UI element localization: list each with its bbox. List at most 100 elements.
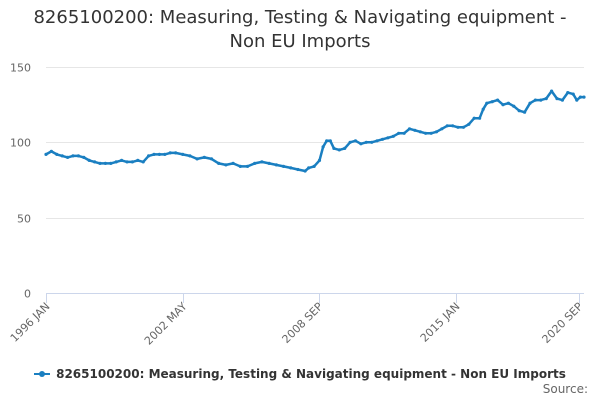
y-tick-label: 150 [10, 62, 31, 75]
data-point [386, 136, 390, 140]
data-point [418, 130, 422, 134]
data-point [125, 160, 129, 164]
data-point [281, 164, 286, 168]
data-point [209, 157, 214, 161]
data-point [343, 146, 347, 150]
data-point [312, 164, 316, 168]
y-tick-label: 50 [17, 213, 31, 226]
data-point [397, 131, 401, 135]
data-point [337, 148, 341, 152]
x-axis-labels: 1996 JAN 2002 MAY 2008 SEP 2015 JAN 2020 SEP [8, 300, 586, 348]
data-point [501, 103, 505, 107]
data-point [478, 116, 482, 120]
y-tick-label: 0 [24, 288, 31, 301]
data-point [307, 166, 311, 170]
data-point [231, 161, 235, 165]
data-point [481, 107, 485, 111]
data-point [348, 140, 352, 144]
data-point [181, 152, 185, 156]
data-point [496, 98, 500, 102]
series-line [44, 89, 586, 173]
data-point [317, 158, 322, 162]
data-point [407, 127, 412, 131]
chart-title-line-1: 8265100200: Measuring, Testing & Navigat… [33, 7, 567, 28]
data-point [168, 151, 172, 155]
data-point [413, 128, 417, 132]
data-point [163, 152, 167, 156]
data-point [533, 98, 538, 102]
data-point [188, 154, 192, 158]
data-point [506, 101, 510, 105]
data-point [539, 98, 543, 102]
data-point [157, 152, 161, 156]
data-point [582, 95, 586, 99]
y-tick-label: 100 [10, 137, 31, 150]
data-point [424, 131, 428, 135]
data-point [332, 146, 336, 150]
data-point [391, 134, 395, 138]
data-point [152, 152, 156, 156]
data-point [55, 152, 59, 156]
gridlines [46, 67, 584, 219]
x-tick-label: 1996 JAN [8, 300, 53, 345]
y-axis-labels: 0 50 100 150 [10, 62, 31, 301]
data-point [93, 160, 97, 164]
data-point [523, 110, 527, 114]
data-point [82, 155, 86, 159]
data-point [434, 130, 439, 134]
x-tick-label: 2015 JAN [418, 300, 463, 345]
data-point [147, 154, 151, 158]
data-point [87, 158, 91, 162]
data-point [296, 167, 300, 172]
data-point [238, 164, 242, 168]
data-point [202, 155, 206, 159]
data-point [224, 163, 228, 167]
legend-dot [39, 371, 46, 377]
source-label: Source: [542, 382, 588, 396]
data-point [44, 152, 48, 156]
data-point [289, 166, 293, 170]
data-point [130, 160, 134, 164]
data-point [274, 163, 278, 167]
chart-title-line-2: Non EU Imports [229, 31, 371, 52]
data-point [528, 101, 532, 105]
data-point [445, 124, 449, 128]
data-point [49, 149, 54, 153]
data-point [98, 161, 102, 165]
data-point [456, 125, 460, 129]
data-point [328, 139, 332, 143]
data-point [402, 131, 406, 135]
data-point [260, 160, 264, 164]
data-point [472, 116, 476, 120]
data-point [76, 154, 80, 158]
data-point [429, 131, 433, 135]
data-point [512, 104, 516, 108]
legend-line-marker-icon [34, 369, 51, 379]
data-point [141, 160, 145, 164]
data-point [566, 91, 570, 95]
data-point [195, 157, 199, 161]
chart-title: 8265100200: Measuring, Testing & Navigat… [0, 6, 600, 54]
data-point [555, 97, 559, 101]
data-point [60, 154, 64, 158]
data-point [321, 145, 325, 149]
data-point [325, 139, 329, 143]
data-point [103, 161, 107, 165]
data-point [490, 100, 494, 104]
data-point [467, 122, 471, 126]
data-point [461, 125, 465, 129]
x-tick-label: 2008 SEP [280, 300, 326, 346]
data-point [136, 158, 140, 162]
data-point [575, 98, 579, 102]
data-point [359, 142, 363, 146]
data-point [66, 155, 70, 159]
data-point [114, 160, 118, 164]
legend-item-label: 8265100200: Measuring, Testing & Navigat… [56, 367, 566, 381]
legend[interactable]: 8265100200: Measuring, Testing & Navigat… [0, 364, 600, 384]
data-point [109, 161, 113, 165]
data-point [550, 89, 554, 93]
data-point [217, 161, 221, 165]
data-point [485, 101, 489, 105]
data-point [440, 127, 444, 131]
